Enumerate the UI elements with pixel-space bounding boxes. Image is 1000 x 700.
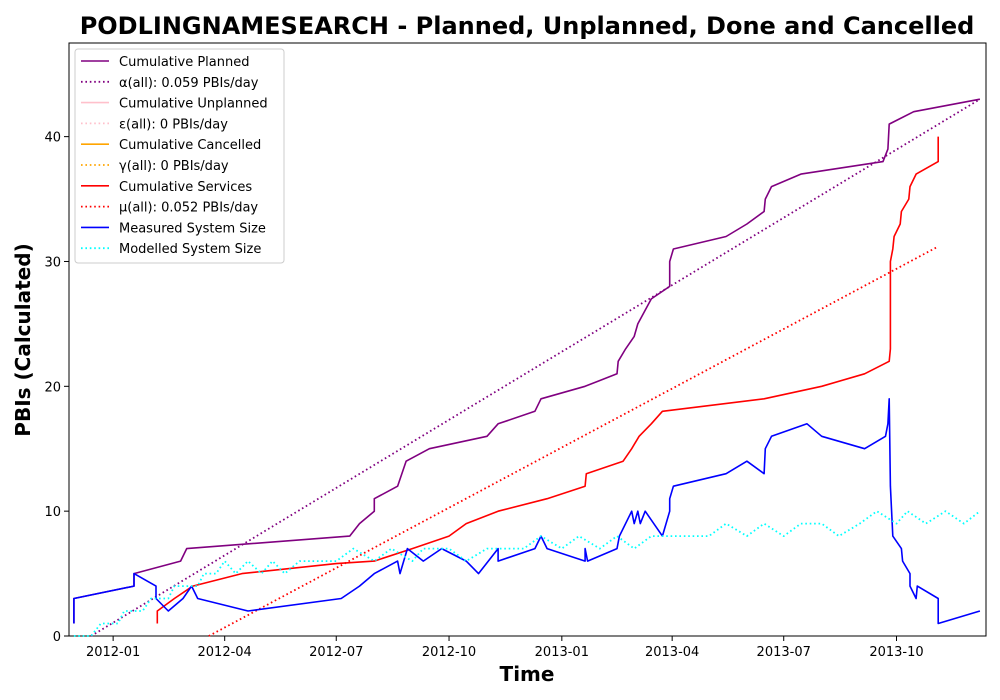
legend-items: Cumulative Planned α(all): 0.059 PBIs/day… — [81, 55, 268, 257]
y-axis-label: PBIs (Calculated) — [11, 243, 35, 436]
y-tick-label: 20 — [44, 380, 61, 395]
legend-box — [74, 48, 285, 264]
legend-label-all-0-052-pbis-day: μ(all): 0.052 PBIs/day — [119, 201, 258, 216]
plot-area: 2012-01 2012-04 2012-07 2012-10 2013-01 2013-… — [44, 42, 987, 660]
legend-label-all-0-pbis-day: ε(all): 0 PBIs/day — [119, 117, 228, 132]
legend-label-modelled-system-size: Modelled System Size — [119, 242, 261, 257]
series-layer — [73, 98, 981, 637]
x-tick-label: 2012-07 — [309, 645, 363, 660]
tick-layer: 2012-01 2012-04 2012-07 2012-10 2013-01 2013-… — [44, 131, 923, 660]
legend-label-all-0-059-pbis-day: α(all): 0.059 PBIs/day — [119, 76, 259, 91]
x-tick-label: 2013-10 — [869, 645, 923, 660]
y-tick-label: 0 — [53, 630, 61, 645]
x-tick-label: 2013-04 — [645, 645, 699, 660]
legend-label-cumulative-planned: Cumulative Planned — [119, 55, 249, 70]
y-tick-label: 10 — [44, 505, 61, 520]
x-tick-label: 2013-01 — [535, 645, 589, 660]
x-tick-label: 2012-04 — [198, 645, 252, 660]
legend-label-cumulative-services: Cumulative Services — [119, 180, 252, 195]
plot-frame — [68, 42, 987, 637]
x-tick-label: 2013-07 — [757, 645, 811, 660]
legend-label-cumulative-cancelled: Cumulative Cancelled — [119, 138, 261, 153]
y-tick-label: 30 — [44, 255, 61, 270]
x-tick-label: 2012-10 — [422, 645, 476, 660]
legend-label-cumulative-unplanned: Cumulative Unplanned — [119, 97, 268, 112]
x-tick-label: 2012-01 — [86, 645, 140, 660]
series-line-all-0-052-pbis-day — [208, 245, 939, 637]
chart-title: PODLINGNAMESEARCH - Planned, Unplanned, … — [80, 12, 975, 40]
x-axis-label: Time — [500, 662, 555, 686]
series-line-modelled-system-size — [73, 510, 981, 637]
legend-label-all-0-pbis-day: γ(all): 0 PBIs/day — [119, 159, 229, 174]
y-tick-label: 40 — [44, 131, 61, 146]
series-line-all-0-059-pbis-day — [90, 98, 981, 637]
series-line-cumulative-planned — [73, 98, 981, 624]
series-line-measured-system-size — [73, 398, 981, 625]
legend-label-measured-system-size: Measured System Size — [119, 221, 266, 236]
series-line-cumulative-services — [156, 136, 939, 624]
legend: Cumulative Planned α(all): 0.059 PBIs/day… — [74, 48, 285, 264]
